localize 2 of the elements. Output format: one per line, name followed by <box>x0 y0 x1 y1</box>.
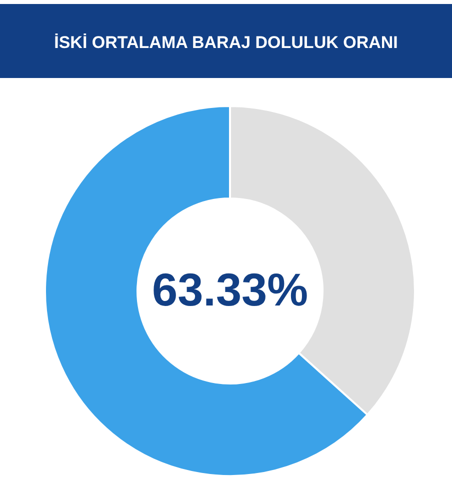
text: 63.33% <box>152 264 308 316</box>
chart-title: İSKİ ORTALAMA BARAJ DOLULUK ORANI <box>0 4 452 78</box>
